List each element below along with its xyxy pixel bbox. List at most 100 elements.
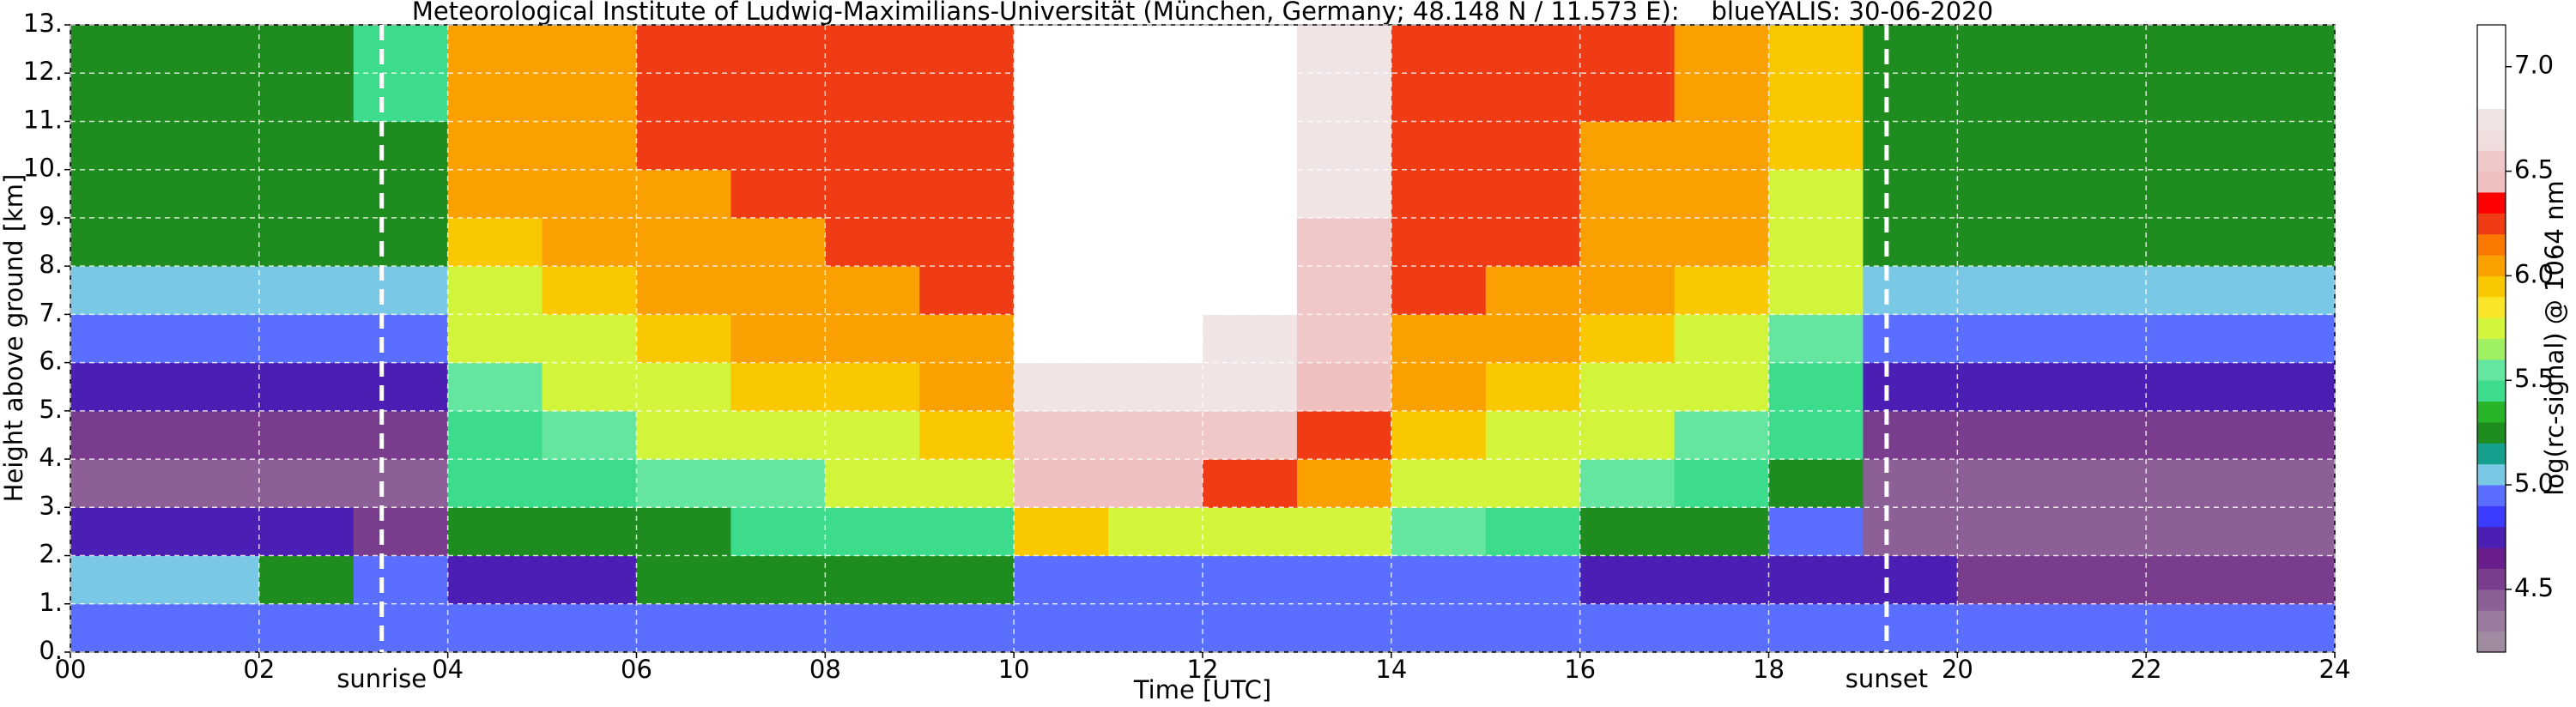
heatmap-cell (730, 410, 826, 460)
heatmap-cell (1674, 362, 1769, 412)
heatmap-cell (70, 121, 166, 171)
heatmap-cell (2052, 73, 2147, 122)
heatmap-cell (164, 25, 260, 74)
heatmap-cell (825, 266, 920, 315)
heatmap-cell (70, 25, 166, 74)
heatmap-cell (636, 217, 731, 267)
heatmap-cell (1014, 459, 1109, 508)
heatmap-cell (1203, 266, 1298, 315)
heatmap-cell (70, 507, 166, 557)
heatmap-cell (1391, 410, 1487, 460)
colorbar-segment (2477, 66, 2506, 88)
heatmap-cell (825, 217, 920, 267)
x-tick-label: 22 (2131, 655, 2162, 684)
heatmap-cell (258, 507, 355, 557)
heatmap-cell (70, 410, 166, 460)
heatmap-cell (1296, 169, 1392, 219)
heatmap-cell (2240, 603, 2336, 653)
heatmap-cell (1108, 73, 1203, 122)
heatmap-cell (825, 121, 920, 171)
heatmap-cell (825, 362, 920, 412)
heatmap-cell (1674, 603, 1769, 653)
heatmap-cell (542, 459, 637, 508)
heatmap-cell (70, 314, 166, 364)
heatmap-cell (1579, 362, 1676, 412)
heatmap-cell (1957, 459, 2052, 508)
heatmap-cell (2240, 507, 2336, 557)
heatmap-cell (2052, 555, 2147, 605)
heatmap-cell (2146, 266, 2241, 315)
heatmap-cell (1674, 314, 1769, 364)
heatmap-cell (353, 507, 449, 557)
heatmap-cell (1768, 362, 1864, 412)
heatmap-cell (1203, 121, 1298, 171)
heatmap-cell (730, 25, 826, 74)
heatmap-cell (1863, 217, 1958, 267)
heatmap-cell (2146, 217, 2241, 267)
colorbar-segment (2477, 610, 2506, 632)
heatmap-cell (1863, 603, 1958, 653)
heatmap-cell (1391, 362, 1487, 412)
colorbar-segment (2477, 401, 2506, 423)
heatmap-cell (542, 362, 637, 412)
heatmap-cell (447, 555, 543, 605)
heatmap-cell (730, 121, 826, 171)
heatmap-cell (1957, 507, 2052, 557)
heatmap-cell (447, 603, 543, 653)
heatmap-cell (258, 217, 355, 267)
heatmap-cell (2052, 603, 2147, 653)
colorbar-segment (2477, 296, 2506, 318)
colorbar-segment (2477, 526, 2506, 548)
heatmap-cell (1863, 25, 1958, 74)
heatmap-cell (1768, 603, 1864, 653)
heatmap-cell (1296, 314, 1392, 364)
heatmap-cell (1768, 507, 1864, 557)
heatmap-cell (2146, 362, 2241, 412)
heatmap-cell (1579, 507, 1676, 557)
colorbar-segment (2477, 233, 2506, 256)
heatmap-cell (1014, 121, 1109, 171)
heatmap-cell (1579, 459, 1676, 508)
heatmap-cell (636, 266, 731, 315)
colorbar-segment (2477, 45, 2506, 68)
heatmap-cell (1391, 314, 1487, 364)
heatmap-cell (636, 121, 731, 171)
heatmap-cell (1108, 169, 1203, 219)
heatmap-cell (2240, 410, 2336, 460)
heatmap-cell (1203, 169, 1298, 219)
heatmap-cell (1296, 507, 1392, 557)
heatmap-cell (636, 314, 731, 364)
heatmap-cell (730, 362, 826, 412)
heatmap-cell (919, 555, 1015, 605)
heatmap-cell (1108, 555, 1203, 605)
heatmap-cell (1863, 459, 1958, 508)
heatmap-cell (1579, 410, 1676, 460)
heatmap-cell (1768, 314, 1864, 364)
heatmap-cell (1485, 362, 1581, 412)
heatmap-cell (1203, 410, 1298, 460)
heatmap-cell (1203, 314, 1298, 364)
heatmap-cell (825, 73, 920, 122)
heatmap-cell (1391, 507, 1487, 557)
heatmap-cell (1579, 266, 1676, 315)
heatmap-cell (1391, 169, 1487, 219)
heatmap-cell (636, 169, 731, 219)
heatmap-cell (1014, 314, 1109, 364)
heatmap-cell (164, 314, 260, 364)
heatmap-cell (164, 603, 260, 653)
heatmap-cell (447, 121, 543, 171)
heatmap-cell (1768, 266, 1864, 315)
heatmap-cell (1014, 25, 1109, 74)
heatmap-cell (919, 362, 1015, 412)
heatmap-cell (1863, 169, 1958, 219)
colorbar-segment (2477, 631, 2506, 653)
heatmap-cell (447, 217, 543, 267)
heatmap-cell (1108, 507, 1203, 557)
heatmap-cell (2146, 314, 2241, 364)
heatmap-cell (1674, 507, 1769, 557)
y-tick-label: 0. (39, 636, 63, 665)
heatmap-cell (1768, 217, 1864, 267)
heatmap-cell (1957, 217, 2052, 267)
heatmap-cell (1485, 410, 1581, 460)
heatmap-cell (919, 169, 1015, 219)
